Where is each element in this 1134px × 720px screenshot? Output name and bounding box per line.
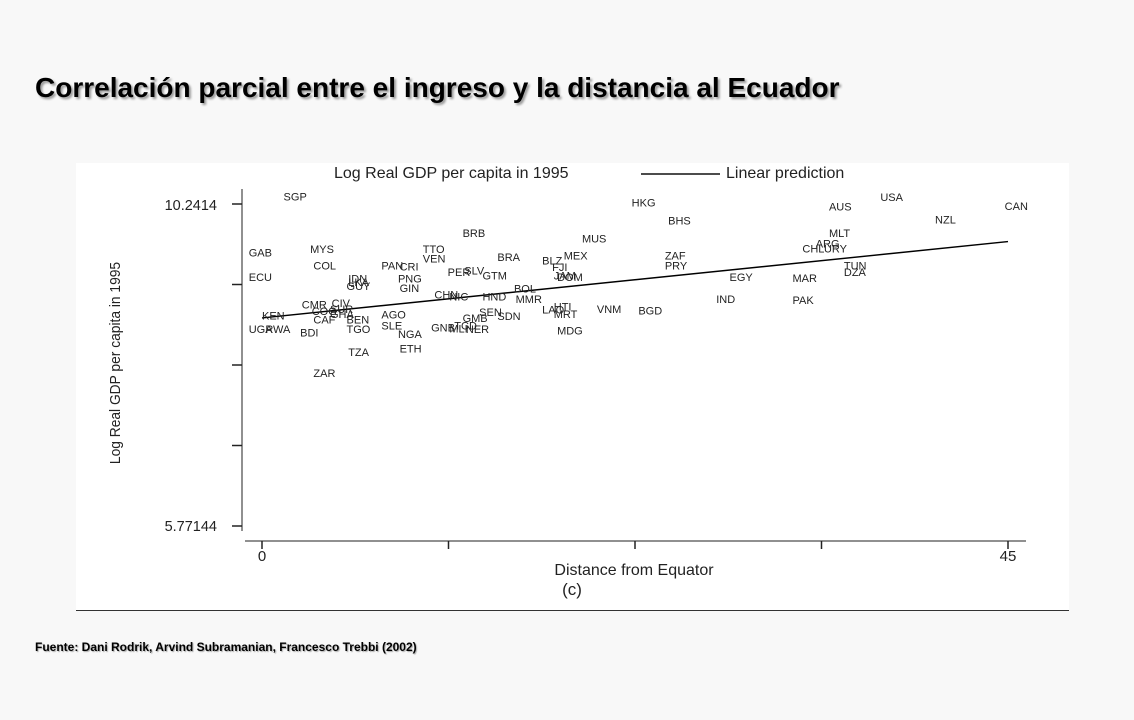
- data-point-lao: LAO: [542, 305, 564, 317]
- data-point-gmb: GMB: [463, 313, 488, 325]
- data-point-mex: MEX: [564, 251, 589, 263]
- source-note: Fuente: Dani Rodrik, Arvind Subramanian,…: [35, 640, 417, 654]
- data-point-fji: FJI: [552, 262, 567, 274]
- data-point-caf: CAF: [313, 315, 335, 327]
- x-axis-label: Distance from Equator: [554, 562, 714, 579]
- data-point-idn: IDN: [348, 274, 367, 286]
- chart-panel: Log Real GDP per capita in 1995 Linear p…: [76, 163, 1069, 611]
- data-point-jam: JAM: [554, 271, 576, 283]
- data-point-mlt: MLT: [829, 228, 850, 240]
- y-tick-label-top: 10.2414: [165, 198, 217, 214]
- chart-caption: (c): [562, 580, 582, 599]
- data-point-ecu: ECU: [249, 272, 272, 284]
- data-point-ind: IND: [716, 294, 735, 306]
- data-point-col: COL: [313, 261, 336, 273]
- data-point-rwa: RWA: [265, 324, 291, 336]
- data-point-aus: AUS: [829, 202, 852, 214]
- data-point-uga: UGA: [249, 324, 274, 336]
- data-point-sle: SLE: [381, 320, 402, 332]
- data-point-bra: BRA: [497, 252, 520, 264]
- y-axis-ticks: [232, 203, 242, 527]
- data-point-gtm: GTM: [482, 271, 506, 283]
- data-point-nga: NGA: [398, 329, 423, 341]
- data-point-tcd: TCD: [454, 320, 477, 332]
- data-point-nzl: NZL: [935, 215, 956, 227]
- data-point-chl: CHL: [802, 243, 824, 255]
- data-point-cmr: CMR: [302, 300, 327, 312]
- data-point-zar: ZAR: [313, 368, 335, 380]
- data-point-sdn: SDN: [497, 311, 520, 323]
- data-point-vnm: VNM: [597, 304, 621, 316]
- data-point-mmr: MMR: [516, 294, 542, 306]
- data-point-brb: BRB: [463, 228, 486, 240]
- data-point-blz: BLZ: [542, 256, 562, 268]
- data-point-ago: AGO: [381, 310, 406, 322]
- data-point-arg: ARG: [816, 238, 840, 250]
- linear-prediction-line: [261, 240, 1009, 319]
- x-tick-label-left: 0: [258, 548, 266, 565]
- data-point-ven: VEN: [423, 253, 446, 265]
- data-point-bol: BOL: [514, 284, 536, 296]
- data-point-sgp: SGP: [284, 191, 307, 203]
- y-tick-label-bottom: 5.77144: [165, 519, 217, 535]
- data-point-eth: ETH: [400, 343, 422, 355]
- data-point-can: CAN: [1005, 201, 1028, 213]
- data-point-sen: SEN: [479, 307, 502, 319]
- data-point-tto: TTO: [423, 244, 445, 256]
- data-point-zaf: ZAF: [665, 251, 686, 263]
- legend-label-scatter: Log Real GDP per capita in 1995: [334, 165, 569, 182]
- data-point-tun: TUN: [844, 261, 867, 273]
- data-point-png: PNG: [398, 274, 422, 286]
- data-point-slv: SLV: [464, 266, 485, 278]
- data-point-ben: BEN: [347, 315, 370, 327]
- slide-title: Correlación parcial entre el ingreso y l…: [35, 72, 840, 103]
- data-point-gnb: GNB: [431, 323, 455, 335]
- data-point-civ: CIV: [332, 298, 351, 310]
- data-point-pak: PAK: [792, 295, 814, 307]
- data-point-dza: DZA: [844, 267, 867, 279]
- scatter-chart: Log Real GDP per capita in 1995 Linear p…: [108, 165, 1028, 599]
- data-point-tza: TZA: [348, 347, 369, 359]
- data-point-mus: MUS: [582, 233, 606, 245]
- data-point-guy: GUY: [347, 281, 372, 293]
- data-point-usa: USA: [880, 192, 903, 204]
- data-point-pry: PRY: [665, 261, 688, 273]
- data-point-ken: KEN: [262, 310, 285, 322]
- data-point-mdg: MDG: [557, 325, 583, 337]
- data-point-gab: GAB: [249, 248, 272, 260]
- data-point-bgd: BGD: [638, 305, 662, 317]
- data-point-nic: NIC: [449, 292, 468, 304]
- data-point-mys: MYS: [310, 244, 334, 256]
- data-point-mli: MLI: [449, 323, 467, 335]
- data-point-hkg: HKG: [632, 197, 656, 209]
- data-point-tgo: TGO: [347, 324, 371, 336]
- legend-label-line: Linear prediction: [726, 165, 844, 182]
- data-point-cri: CRI: [400, 261, 419, 273]
- data-point-pan: PAN: [381, 261, 403, 273]
- data-point-bhs: BHS: [668, 215, 691, 227]
- data-point-ury: URY: [824, 243, 848, 255]
- data-point-gha: GHA: [330, 309, 355, 321]
- x-axis-ticks: [261, 541, 1009, 549]
- x-tick-label-right: 45: [1000, 548, 1017, 565]
- y-axis-label: Log Real GDP per capita in 1995: [108, 262, 125, 464]
- data-point-dom: DOM: [557, 272, 583, 284]
- data-point-ner: NER: [466, 324, 489, 336]
- data-point-per: PER: [448, 267, 471, 279]
- data-point-hnd: HND: [482, 292, 506, 304]
- data-point-hti: HTI: [554, 302, 572, 314]
- data-point-bdi: BDI: [300, 328, 318, 340]
- data-point-sur: SUR: [330, 304, 353, 316]
- data-point-egy: EGY: [729, 272, 753, 284]
- data-point-cog: COG: [312, 306, 337, 318]
- data-point-lka: LKA: [348, 277, 369, 289]
- data-point-mar: MAR: [792, 273, 817, 285]
- data-point-mrt: MRT: [554, 309, 578, 321]
- data-point-gin: GIN: [400, 283, 420, 295]
- data-point-chn: CHN: [434, 289, 458, 301]
